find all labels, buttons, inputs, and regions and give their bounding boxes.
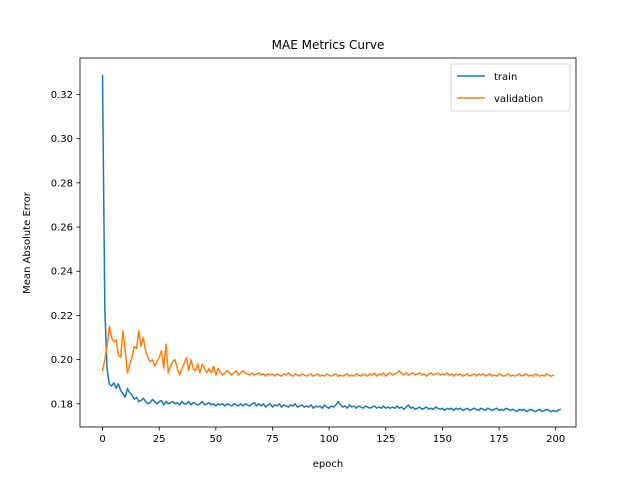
- x-tick-label: 75: [266, 434, 279, 445]
- axes-frame: [79, 57, 577, 428]
- plot-area: [79, 57, 577, 428]
- y-tick-label: 0.18: [51, 399, 73, 410]
- y-tick-label: 0.32: [51, 90, 73, 101]
- series-line-validation: [101, 325, 555, 377]
- y-tick-label: 0.24: [51, 267, 73, 278]
- x-tick-label: 200: [546, 434, 565, 445]
- x-tick-label: 125: [376, 434, 395, 445]
- x-tick-label: 100: [320, 434, 339, 445]
- y-axis-label: Mean Absolute Error: [22, 191, 33, 294]
- x-axis: 0 25 50 75 100 125 150 175 200: [99, 427, 565, 445]
- legend-label-train: train: [494, 72, 517, 83]
- y-axis: 0.18 0.20 0.22 0.24 0.26 0.28 0.30 0.32: [51, 90, 80, 410]
- x-tick-label: 0: [99, 434, 105, 445]
- y-tick-label: 0.22: [51, 311, 73, 322]
- x-tick-label: 25: [153, 434, 166, 445]
- x-axis-label: epoch: [313, 459, 343, 470]
- axes-background: [80, 58, 576, 427]
- y-tick-label: 0.20: [51, 355, 73, 366]
- chart-title: MAE Metrics Curve: [272, 38, 385, 52]
- legend-label-validation: validation: [494, 94, 543, 105]
- x-tick-label: 50: [209, 434, 222, 445]
- series-line-train: [101, 74, 562, 413]
- x-tick-label: 150: [433, 434, 452, 445]
- y-tick-label: 0.30: [51, 134, 73, 145]
- y-tick-label: 0.28: [51, 178, 73, 189]
- x-tick-label: 175: [490, 434, 509, 445]
- y-tick-label: 0.26: [51, 223, 73, 234]
- legend: train validation: [450, 63, 571, 112]
